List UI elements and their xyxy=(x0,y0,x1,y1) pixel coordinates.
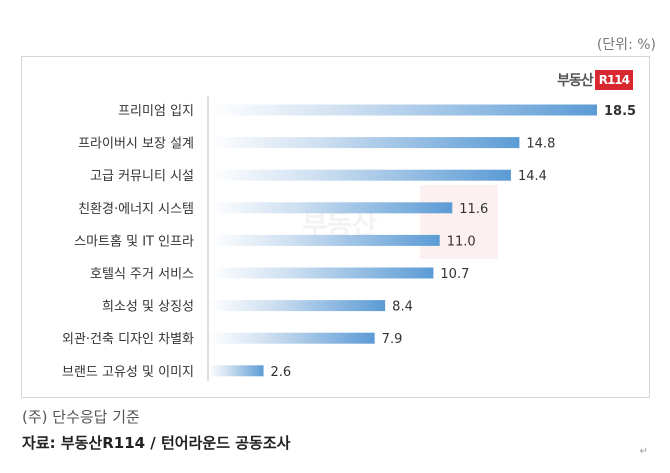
category-label: 프라이버시 보장 설계 xyxy=(78,137,194,152)
bar xyxy=(209,332,375,344)
unit-label: (단위: %) xyxy=(596,37,656,53)
value-label: 7.9 xyxy=(382,332,403,347)
category-label: 희소성 및 상징성 xyxy=(102,300,194,315)
bar xyxy=(209,137,520,149)
category-label: 고급 커뮤니티 시설 xyxy=(90,169,194,184)
return-mark: ↵ xyxy=(639,446,648,457)
brand-logo: 부동산 R114 xyxy=(557,69,633,91)
category-label: 브랜드 고유성 및 이미지 xyxy=(62,365,194,380)
value-label: 11.0 xyxy=(447,234,476,249)
bar xyxy=(209,202,453,214)
value-label: 18.5 xyxy=(604,104,636,119)
bar xyxy=(209,267,434,279)
brand-logo-text: 부동산 xyxy=(557,73,594,89)
bar xyxy=(209,104,597,116)
category-label: 외관·건축 디자인 차별화 xyxy=(62,332,194,347)
category-label: 친환경·에너지 시스템 xyxy=(78,202,194,217)
value-label: 14.8 xyxy=(526,137,555,152)
bar xyxy=(209,365,264,377)
value-label: 14.4 xyxy=(518,169,547,184)
bar xyxy=(209,234,440,246)
value-label: 10.7 xyxy=(440,267,469,282)
value-label: 11.6 xyxy=(459,202,488,217)
value-label: 2.6 xyxy=(271,365,292,380)
footnote: (주) 단수응답 기준 xyxy=(22,408,140,426)
bar xyxy=(209,169,512,181)
bar-chart: 프리미엄 입지 18.5 프라이버시 보장 설계 14.8 고급 커뮤니티 시설 14.4… xyxy=(62,96,636,381)
bar xyxy=(209,300,386,312)
source-line: 자료: 부동산R114 / 턴어라운드 공동조사 xyxy=(22,434,291,452)
category-label: 스마트홈 및 IT 인프라 xyxy=(74,234,194,249)
brand-logo-box: R114 xyxy=(594,70,633,90)
value-label: 8.4 xyxy=(392,300,413,315)
category-label: 프리미엄 입지 xyxy=(118,104,194,119)
category-label: 호텔식 주거 서비스 xyxy=(90,267,194,282)
